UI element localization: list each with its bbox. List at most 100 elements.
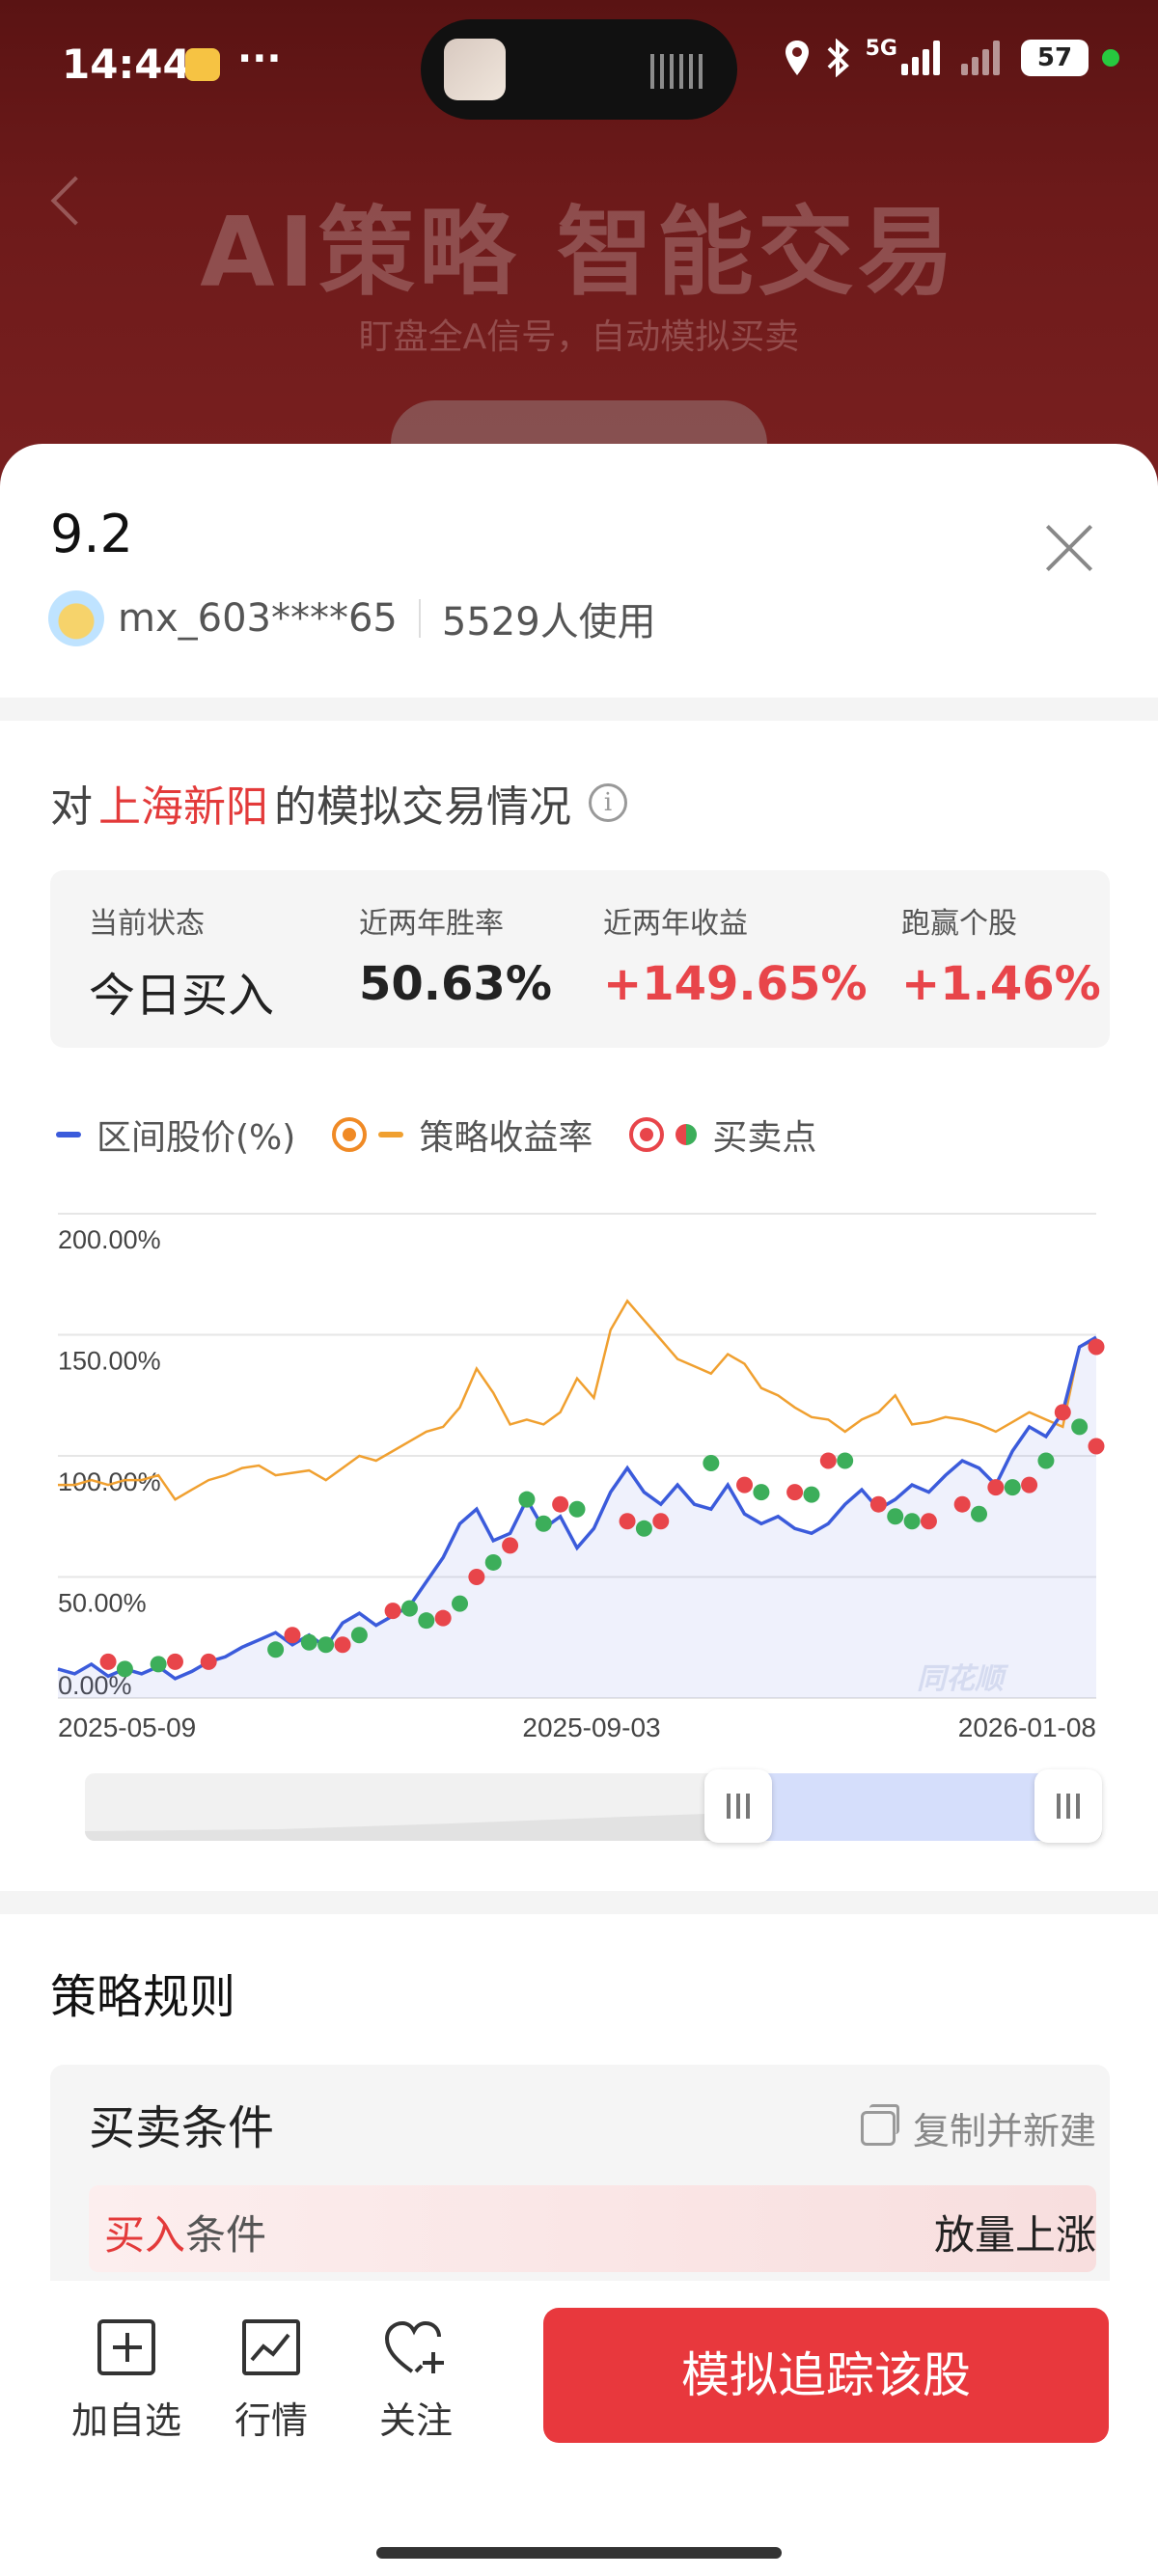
buy-point — [200, 1653, 217, 1670]
dynamic-island — [421, 19, 737, 120]
status-time: 14:44 — [62, 41, 191, 88]
sell-point — [887, 1508, 904, 1525]
bottom-action-bar: 加自选 行情 关注 模拟追踪该股 — [0, 2281, 1158, 2576]
strategy-legend-line — [378, 1132, 404, 1137]
buy-point — [819, 1452, 837, 1469]
copy-label: 复制并新建 — [912, 2110, 1096, 2152]
status-icons: 5G 57 — [783, 37, 1119, 77]
sell-point — [267, 1641, 285, 1658]
buy-point — [384, 1603, 401, 1620]
buy-point — [1021, 1476, 1038, 1494]
buy-point — [284, 1627, 301, 1644]
bluetooth-icon — [827, 39, 849, 77]
buy-point — [502, 1537, 519, 1554]
stat-label: 跑赢个股 — [901, 907, 1017, 941]
buy-point — [953, 1495, 971, 1513]
sell-point — [518, 1491, 536, 1508]
audio-wave-icon — [650, 54, 708, 89]
simulation-heading: 对 上海新阳 的模拟交易情况 i — [50, 772, 627, 834]
x-tick-label: 2026-01-08 — [958, 1713, 1096, 1742]
sell-point — [1071, 1418, 1089, 1436]
legend-trades[interactable]: 买卖点 — [712, 1118, 817, 1158]
sell-point — [484, 1553, 502, 1571]
hero-title: AI策略 智能交易 — [200, 196, 958, 309]
stat-outperform: 跑赢个股 +1.46% — [901, 899, 1101, 1011]
buy-point — [468, 1569, 485, 1585]
buy-point — [736, 1476, 754, 1494]
stock-name[interactable]: 上海新阳 — [98, 782, 268, 832]
stat-label: 近两年胜率 — [359, 907, 504, 941]
slider-right-handle[interactable] — [1034, 1769, 1102, 1843]
buy-point — [652, 1513, 670, 1530]
strategy-title: 9.2 — [50, 504, 133, 564]
author-row: mx_603****65 5529人使用 — [48, 590, 656, 646]
signal-icon — [901, 41, 948, 75]
buy-condition-row[interactable]: 买入条件 放量上涨 — [89, 2185, 1096, 2272]
add-square-icon — [97, 2319, 155, 2375]
author-name[interactable]: mx_603****65 — [118, 596, 398, 641]
performance-chart[interactable]: 200.00% 150.00% 100.00% 50.00% 0.00% 2025-05-… — [0, 1177, 1158, 1742]
legend-price[interactable]: 区间股价(%) — [96, 1118, 296, 1158]
y-tick-label: 50.00% — [58, 1589, 147, 1618]
chart-legend: 区间股价(%) 策略收益率 买卖点 — [56, 1110, 816, 1160]
heading-prefix: 对 — [50, 782, 93, 832]
sell-point — [400, 1600, 418, 1617]
x-tick-label: 2025-09-03 — [522, 1713, 660, 1742]
sell-point — [350, 1627, 368, 1644]
buy-point — [434, 1609, 452, 1627]
home-indicator[interactable] — [376, 2547, 782, 2559]
buy-point — [786, 1484, 804, 1501]
simulate-track-button[interactable]: 模拟追踪该股 — [543, 2308, 1109, 2443]
buy-point — [619, 1513, 636, 1530]
buy-point — [1088, 1438, 1105, 1455]
range-slider-track[interactable] — [85, 1773, 1102, 1841]
market-button[interactable]: 行情 — [208, 2319, 334, 2444]
avatar[interactable] — [48, 590, 104, 646]
conditions-title: 买卖条件 — [89, 2101, 275, 2155]
info-icon[interactable]: i — [589, 783, 627, 822]
buy-point — [920, 1513, 937, 1530]
copy-icon — [860, 2103, 899, 2146]
buy-point — [99, 1653, 117, 1670]
slider-selection — [741, 1773, 1074, 1841]
sell-point — [1004, 1479, 1021, 1496]
users-count: 5529人使用 — [441, 600, 656, 644]
stat-winrate: 近两年胜率 50.63% — [359, 899, 552, 1011]
buy-point — [1088, 1338, 1105, 1356]
buy-label-highlight: 买入 — [104, 2211, 186, 2259]
rules-title: 策略规则 — [50, 1970, 236, 2024]
buy-point — [552, 1495, 569, 1513]
legend-strategy[interactable]: 策略收益率 — [419, 1118, 593, 1158]
price-series-line — [57, 1335, 1097, 1681]
market-label: 行情 — [234, 2399, 308, 2442]
chart-icon — [242, 2319, 300, 2375]
hero-subtitle: 盯盘全A信号，自动模拟买卖 — [358, 317, 800, 357]
stat-label: 当前状态 — [89, 907, 205, 941]
stat-label: 近两年收益 — [603, 907, 748, 941]
status-bar: 14:44 ··· 5G 57 — [0, 0, 1158, 125]
sell-point — [568, 1500, 586, 1518]
y-tick-label: 100.00% — [58, 1467, 161, 1496]
sell-point — [452, 1595, 469, 1612]
y-tick-label: 150.00% — [58, 1347, 161, 1376]
location-icon — [785, 41, 809, 75]
trades-legend-ring — [629, 1117, 665, 1152]
close-icon[interactable] — [1042, 521, 1096, 575]
copy-new-button[interactable]: 复制并新建 — [860, 2101, 1096, 2154]
buy-point — [334, 1636, 351, 1654]
strategy-legend-ring — [332, 1117, 368, 1152]
watermark: 同花顺 — [917, 1662, 1009, 1696]
buy-condition-value: 放量上涨 — [933, 2211, 1096, 2259]
add-watchlist-button[interactable]: 加自选 — [64, 2319, 189, 2444]
sell-point — [635, 1520, 652, 1537]
y-tick-label: 0.00% — [58, 1671, 132, 1700]
add-watchlist-label: 加自选 — [70, 2399, 181, 2442]
strategy-series-line — [58, 1299, 1097, 1501]
sell-point — [418, 1612, 435, 1630]
follow-button[interactable]: 关注 — [353, 2319, 479, 2444]
media-thumbnail — [444, 39, 506, 100]
heart-plus-icon — [384, 2319, 445, 2375]
battery-icon: 57 — [1021, 40, 1089, 76]
sell-point — [971, 1505, 988, 1522]
slider-left-handle[interactable] — [704, 1769, 772, 1843]
